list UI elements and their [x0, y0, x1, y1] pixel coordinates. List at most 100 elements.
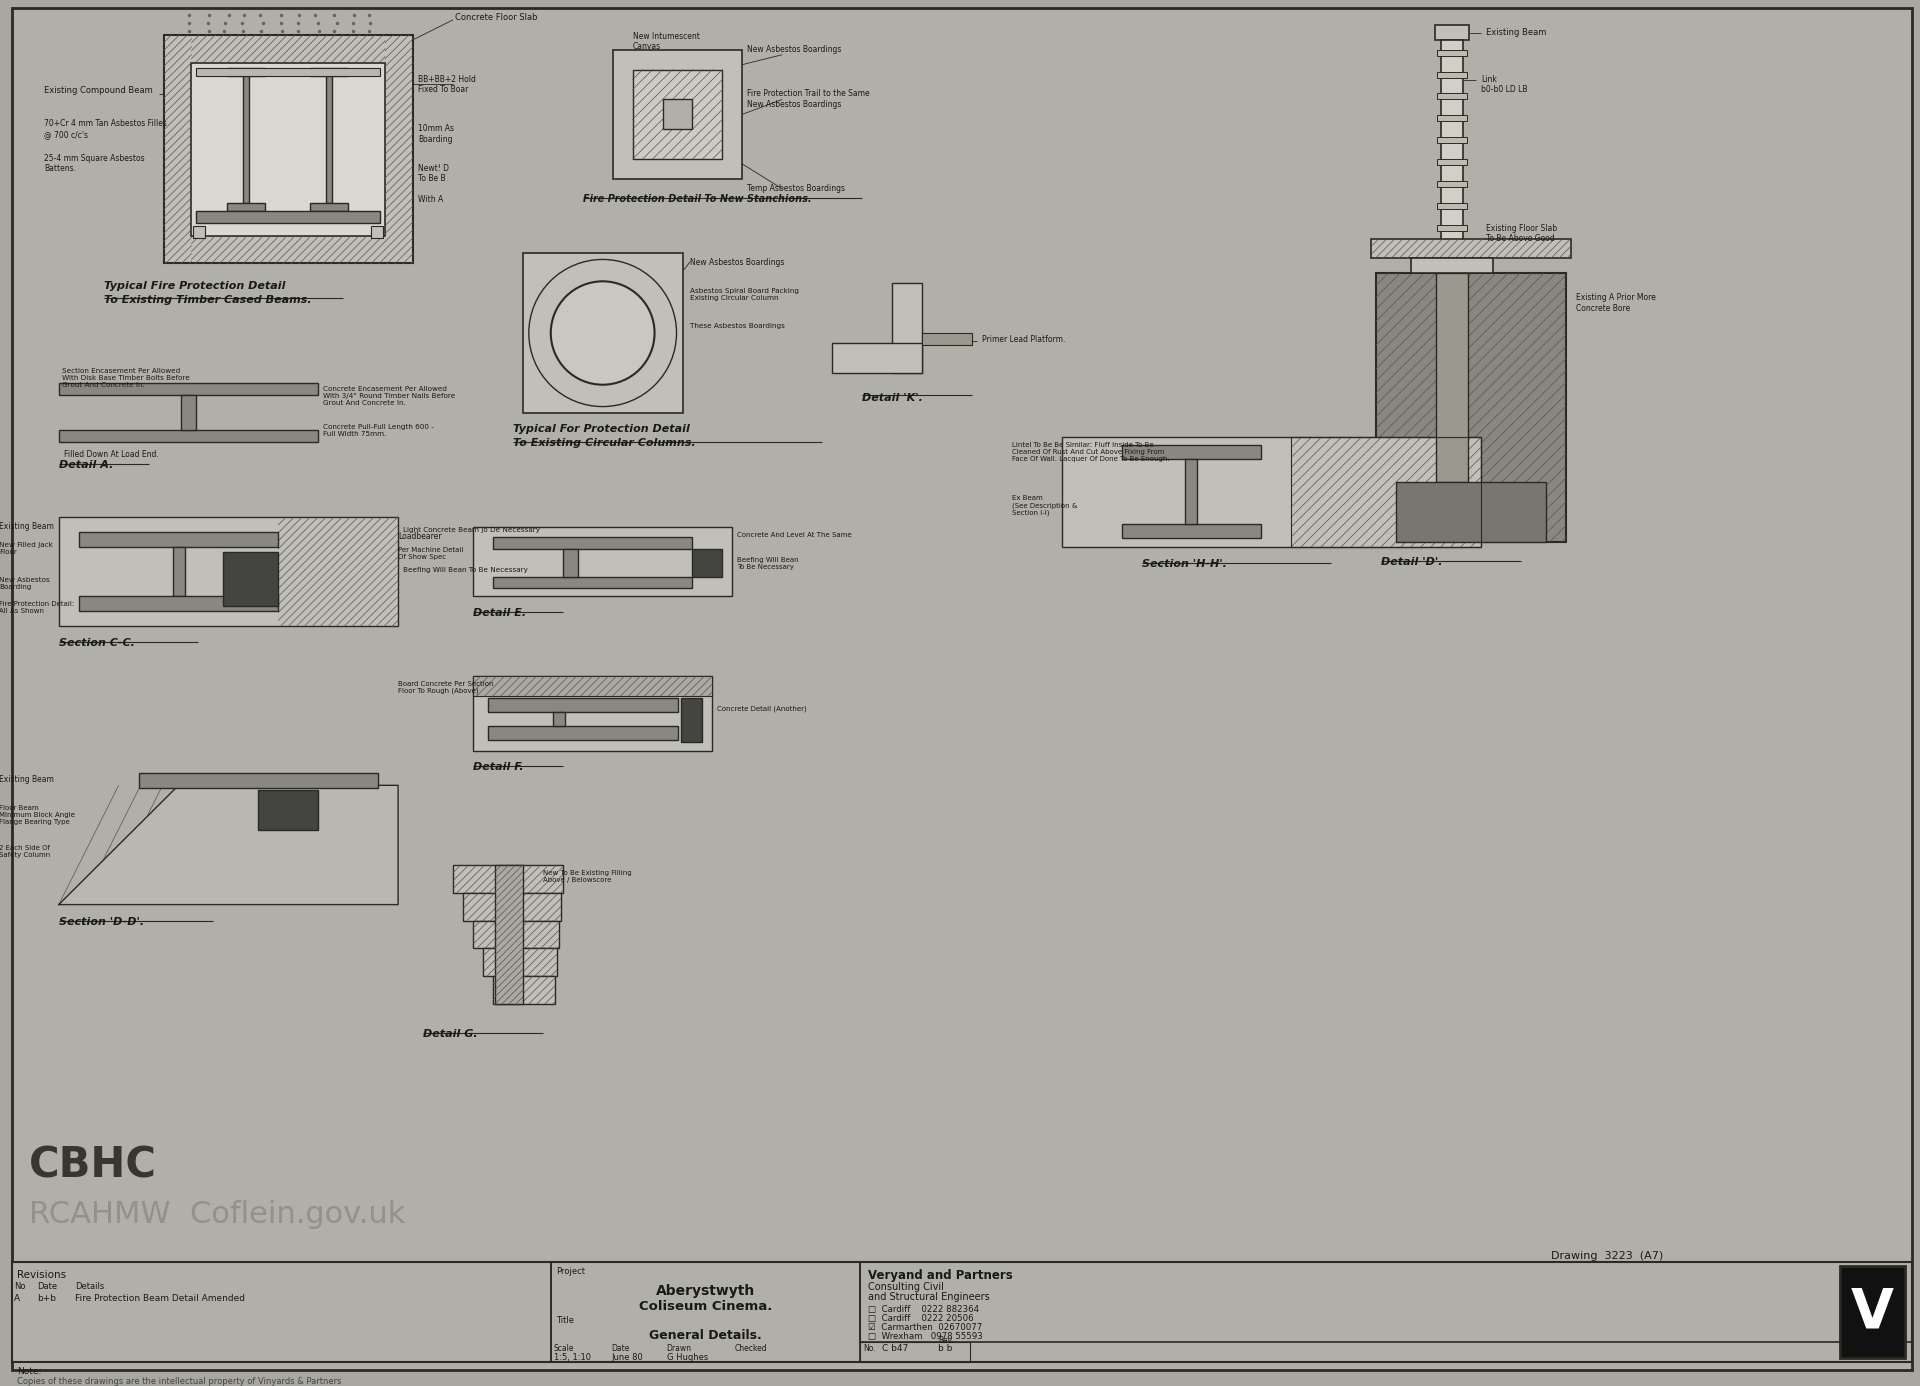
Text: Fire Protection Detail To New Stanchions.: Fire Protection Detail To New Stanchions… — [582, 194, 812, 204]
Text: b+b: b+b — [36, 1295, 56, 1303]
Bar — [495, 865, 522, 1003]
Bar — [1436, 115, 1467, 122]
Text: Fire Protection Beam Detail Amended: Fire Protection Beam Detail Amended — [75, 1295, 244, 1303]
Text: 2 Each Side Of
Safety Column: 2 Each Side Of Safety Column — [0, 845, 50, 858]
Text: Date: Date — [612, 1344, 630, 1353]
Bar — [1436, 182, 1467, 187]
Bar — [1062, 438, 1480, 546]
Text: Section C-C.: Section C-C. — [60, 638, 134, 649]
Text: New Intumescent
Canvas: New Intumescent Canvas — [632, 32, 699, 51]
Bar — [311, 68, 348, 76]
Circle shape — [551, 281, 655, 385]
Bar — [1121, 524, 1261, 538]
Bar — [223, 552, 278, 607]
Bar — [493, 536, 693, 549]
Bar — [326, 76, 332, 202]
Bar — [60, 431, 319, 442]
Text: Drawn: Drawn — [666, 1344, 691, 1353]
Bar — [1436, 50, 1467, 55]
Bar — [1377, 273, 1565, 542]
Text: Detail A.: Detail A. — [60, 460, 113, 470]
Text: Typical For Protection Detail: Typical For Protection Detail — [513, 424, 689, 434]
Text: V: V — [1851, 1285, 1893, 1339]
Bar — [227, 202, 265, 211]
Bar — [163, 35, 413, 263]
Text: New To Be Existing Filling
Above / Belowscore: New To Be Existing Filling Above / Below… — [543, 870, 632, 883]
Text: Section Encasement Per Allowed
With Disk Base Timber Bolts Before
Grout And Conc: Section Encasement Per Allowed With Disk… — [61, 367, 190, 388]
Text: Newt! D
To Be B

With A: Newt! D To Be B With A — [419, 164, 449, 204]
Bar — [79, 596, 278, 611]
Text: G Hughes: G Hughes — [666, 1353, 708, 1362]
Text: Primer Lead Platform.: Primer Lead Platform. — [981, 335, 1066, 344]
Bar — [551, 1263, 860, 1362]
Text: Typical Fire Protection Detail: Typical Fire Protection Detail — [104, 281, 286, 291]
Bar — [484, 948, 557, 976]
Text: Existing A Prior More
Concrete Bore: Existing A Prior More Concrete Bore — [1576, 294, 1655, 313]
Bar — [632, 69, 722, 159]
Text: Title: Title — [555, 1317, 574, 1325]
Text: These Asbestos Boardings: These Asbestos Boardings — [691, 323, 785, 328]
Text: Revisions: Revisions — [17, 1271, 65, 1281]
Text: Scale: Scale — [553, 1344, 574, 1353]
Text: Concrete Pull-Full Length 600 -
Full Width 75mm.: Concrete Pull-Full Length 600 - Full Wid… — [323, 424, 434, 438]
Text: Project: Project — [555, 1267, 586, 1277]
Text: Detail G.: Detail G. — [422, 1028, 478, 1040]
Text: Section 'H-H'.: Section 'H-H'. — [1142, 559, 1227, 568]
Bar — [488, 697, 678, 712]
Bar — [1436, 93, 1467, 100]
Bar — [12, 1263, 1912, 1362]
Text: Concrete Floor Slab: Concrete Floor Slab — [455, 12, 538, 22]
Text: C b47: C b47 — [881, 1344, 908, 1353]
Text: 10mm As
Boarding: 10mm As Boarding — [419, 125, 453, 144]
Text: No.: No. — [864, 1344, 876, 1353]
Text: No: No — [13, 1282, 25, 1292]
Text: b b: b b — [939, 1344, 952, 1353]
Text: and Structural Engineers: and Structural Engineers — [868, 1292, 991, 1303]
Text: To Existing Circular Columns.: To Existing Circular Columns. — [513, 438, 695, 449]
Bar — [192, 62, 386, 236]
Text: New Asbestos
Boarding: New Asbestos Boarding — [0, 577, 50, 589]
Bar — [553, 712, 564, 726]
Bar — [1436, 273, 1469, 482]
Text: New Asbestos Boardings: New Asbestos Boardings — [747, 44, 841, 54]
Text: New Asbestos Boardings: New Asbestos Boardings — [691, 258, 785, 267]
Text: □  Wrexham   0978 55593: □ Wrexham 0978 55593 — [868, 1332, 983, 1342]
Bar — [12, 1263, 551, 1362]
Text: Existing Beam: Existing Beam — [1486, 28, 1546, 37]
Text: June 80: June 80 — [612, 1353, 643, 1362]
Text: Beefing Will Bean
To Be Necessary: Beefing Will Bean To Be Necessary — [737, 557, 799, 570]
Text: Note:: Note: — [17, 1367, 40, 1376]
Text: Checked: Checked — [733, 1344, 766, 1353]
Bar — [180, 395, 196, 431]
Text: Detail E.: Detail E. — [472, 608, 526, 618]
Text: Ex Beam
(See Description &
Section I-I): Ex Beam (See Description & Section I-I) — [1012, 495, 1077, 516]
Text: Link
b0-b0 LD LB: Link b0-b0 LD LB — [1480, 75, 1528, 94]
Text: 1:5, 1:10: 1:5, 1:10 — [553, 1353, 591, 1362]
Bar — [1436, 137, 1467, 143]
Bar — [563, 549, 578, 577]
Bar — [194, 226, 205, 237]
Bar — [79, 532, 278, 546]
Text: A: A — [13, 1295, 19, 1303]
Bar — [1436, 225, 1467, 230]
Bar — [259, 790, 319, 830]
Text: Beefing Will Bean To Be Necessary: Beefing Will Bean To Be Necessary — [403, 567, 528, 572]
Text: General Details.: General Details. — [649, 1329, 762, 1342]
Bar — [196, 68, 380, 76]
Bar — [1185, 459, 1198, 524]
Text: New Filled Jack
Floor: New Filled Jack Floor — [0, 542, 52, 554]
Bar — [173, 546, 184, 596]
Bar — [1839, 1267, 1905, 1358]
Text: To Existing Timber Cased Beams.: To Existing Timber Cased Beams. — [104, 295, 311, 305]
Text: Detail F.: Detail F. — [472, 762, 524, 772]
Text: RCAHMW  Coflein.gov.uk: RCAHMW Coflein.gov.uk — [29, 1200, 405, 1229]
Bar — [1121, 445, 1261, 459]
Bar — [60, 517, 397, 626]
Bar — [680, 697, 703, 742]
Text: Board Concrete Per Section
Floor To Rough (Above): Board Concrete Per Section Floor To Roug… — [397, 681, 493, 694]
Bar — [922, 333, 972, 345]
Bar — [472, 676, 712, 750]
Text: Temp Asbestos Boardings: Temp Asbestos Boardings — [747, 184, 845, 193]
Bar — [244, 76, 250, 202]
Text: Concrete And Level At The Same: Concrete And Level At The Same — [737, 532, 852, 538]
